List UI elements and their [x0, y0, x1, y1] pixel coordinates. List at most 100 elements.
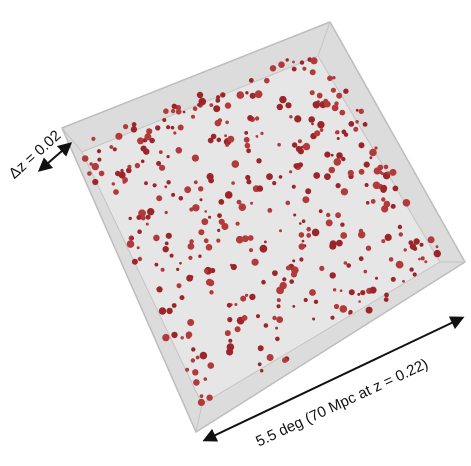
- galaxy-dot: [359, 109, 364, 114]
- galaxy-dot: [227, 343, 235, 351]
- galaxy-dot: [177, 283, 182, 288]
- galaxy-dot: [99, 171, 105, 177]
- galaxy-dot: [91, 137, 95, 141]
- galaxy-dot: [391, 204, 396, 209]
- galaxy-dot: [92, 179, 98, 185]
- galaxy-dot: [201, 218, 208, 225]
- galaxy-dot: [162, 334, 169, 341]
- galaxy-dot: [256, 158, 261, 163]
- galaxy-dot: [306, 227, 311, 232]
- galaxy-dot: [428, 236, 435, 243]
- galaxy-dot: [159, 150, 163, 154]
- galaxy-dot: [294, 115, 301, 122]
- galaxy-dot: [292, 305, 295, 308]
- galaxy-dot: [279, 175, 283, 179]
- galaxy-dot: [185, 368, 189, 372]
- galaxy-dot: [302, 196, 309, 203]
- galaxy-dot: [289, 115, 292, 118]
- galaxy-dot: [206, 244, 213, 251]
- galaxy-dot: [171, 109, 175, 113]
- galaxy-dot: [363, 122, 368, 127]
- galaxy-dot: [341, 188, 348, 195]
- galaxy-dot: [244, 131, 248, 135]
- galaxy-dot: [217, 138, 222, 143]
- galaxy-dot: [181, 336, 184, 339]
- galaxy-dot: [137, 229, 142, 234]
- galaxy-dot: [275, 337, 280, 342]
- galaxy-dot: [270, 65, 276, 71]
- galaxy-dot: [192, 369, 198, 375]
- galaxy-dot: [209, 103, 213, 107]
- galaxy-dot: [250, 202, 253, 205]
- galaxy-dot: [198, 399, 205, 406]
- galaxy-dot: [232, 160, 240, 168]
- galaxy-dot: [210, 268, 215, 273]
- galaxy-dot: [366, 246, 371, 251]
- galaxy-dot: [225, 143, 229, 147]
- galaxy-dot: [393, 186, 399, 192]
- galaxy-dot: [123, 124, 128, 129]
- galaxy-dot: [317, 121, 324, 128]
- galaxy-dot: [356, 109, 359, 112]
- galaxy-dot: [331, 88, 336, 93]
- galaxy-dot: [245, 294, 248, 297]
- galaxy-dot: [302, 219, 306, 223]
- galaxy-dot: [252, 259, 259, 266]
- galaxy-dot: [317, 100, 320, 103]
- galaxy-dot: [246, 148, 251, 153]
- galaxy-dot: [228, 339, 232, 343]
- galaxy-dot: [198, 229, 204, 235]
- galaxy-dot: [120, 169, 123, 172]
- galaxy-dot: [216, 239, 220, 243]
- galaxy-dot: [267, 208, 272, 213]
- galaxy-dot: [82, 155, 89, 162]
- galaxy-dot: [191, 115, 195, 119]
- galaxy-dot: [240, 296, 246, 302]
- galaxy-dot: [178, 125, 184, 131]
- galaxy-dot: [314, 300, 318, 304]
- galaxy-dot: [184, 186, 191, 193]
- galaxy-dot: [192, 155, 199, 162]
- galaxy-dot: [171, 126, 175, 130]
- galaxy-dot: [87, 171, 92, 176]
- galaxy-dot: [289, 279, 294, 284]
- galaxy-dot: [340, 232, 347, 239]
- galaxy-dot: [277, 143, 281, 147]
- galaxy-dot: [242, 315, 248, 321]
- galaxy-dot: [292, 185, 296, 189]
- galaxy-dot: [286, 266, 291, 271]
- galaxy-dot: [370, 287, 377, 294]
- galaxy-dot: [239, 203, 247, 211]
- galaxy-dot: [166, 180, 170, 184]
- galaxy-dot: [188, 256, 192, 260]
- galaxy-dot: [153, 235, 160, 242]
- galaxy-dot: [260, 245, 268, 253]
- galaxy-dot: [310, 69, 316, 75]
- galaxy-dot: [256, 314, 260, 318]
- galaxy-dot: [144, 181, 148, 185]
- galaxy-dot: [276, 316, 283, 323]
- galaxy-dot: [137, 246, 140, 249]
- galaxy-dot: [225, 330, 231, 336]
- galaxy-dot: [225, 121, 229, 125]
- galaxy-dot: [156, 286, 162, 292]
- galaxy-dot: [129, 217, 132, 220]
- galaxy-dot: [312, 229, 320, 237]
- galaxy-dot: [403, 199, 411, 207]
- galaxy-dot: [319, 209, 323, 213]
- galaxy-dot: [245, 175, 250, 180]
- galaxy-dot: [257, 185, 263, 191]
- galaxy-dot: [209, 290, 213, 294]
- galaxy-dot: [293, 163, 298, 168]
- galaxy-dot: [278, 61, 285, 68]
- galaxy-dot: [292, 61, 295, 64]
- galaxy-dot: [319, 266, 324, 271]
- galaxy-dot: [299, 232, 305, 238]
- galaxy-dot: [344, 261, 348, 265]
- galaxy-dot: [208, 280, 215, 287]
- galaxy-dot: [359, 142, 365, 148]
- galaxy-dot: [242, 235, 249, 242]
- galaxy-dot: [310, 90, 315, 95]
- galaxy-dot: [159, 165, 165, 171]
- galaxy-dot: [390, 169, 397, 176]
